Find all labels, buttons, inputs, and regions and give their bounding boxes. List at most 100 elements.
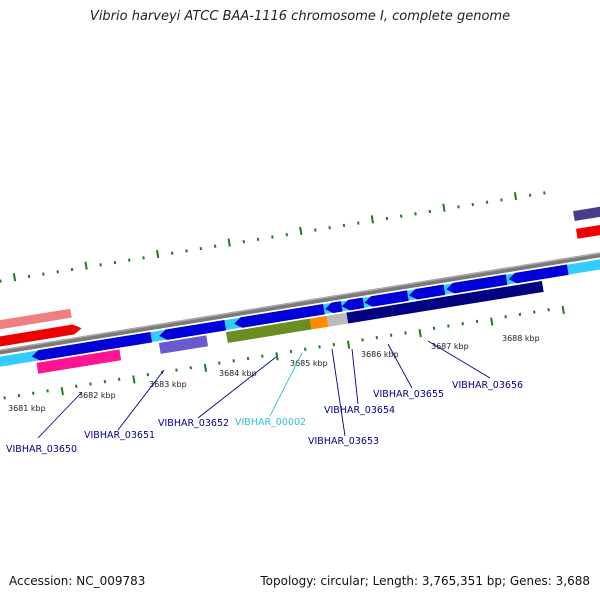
tick-mark bbox=[70, 267, 74, 272]
gene-fragment-salmon-left[interactable] bbox=[0, 308, 72, 331]
gene-arrow-forward[interactable] bbox=[364, 290, 409, 308]
gene-arrow-forward[interactable] bbox=[408, 284, 446, 300]
scale-label: 3684 kbp bbox=[219, 369, 257, 378]
gene-label[interactable]: VIBHAR_03652 bbox=[158, 418, 229, 429]
gene-arrow-forward[interactable] bbox=[159, 319, 227, 340]
tick-mark bbox=[189, 366, 192, 370]
tick-mark bbox=[485, 200, 489, 204]
gene-arrow-forward[interactable] bbox=[31, 331, 152, 361]
gene-arrow-red-left[interactable] bbox=[72, 323, 82, 335]
tick-mark bbox=[261, 354, 264, 358]
tick-mark bbox=[203, 363, 208, 372]
tick-mark bbox=[533, 310, 536, 314]
tick-mark bbox=[175, 368, 178, 372]
tick-mark bbox=[0, 279, 2, 283]
gene-label[interactable]: VIBHAR_03655 bbox=[373, 389, 444, 400]
tick-mark bbox=[314, 228, 317, 232]
tick-mark bbox=[113, 260, 117, 265]
tick-mark bbox=[60, 386, 64, 396]
gene-block-reverse[interactable] bbox=[346, 305, 394, 324]
genome-summary: Topology: circular; Length: 3,765,351 bp… bbox=[260, 574, 590, 588]
gene-arrow-forward[interactable] bbox=[508, 264, 569, 284]
scale-labels: 3681 kbp 3682 kbp 3683 kbp 3684 kbp 3685 kbp… bbox=[8, 334, 540, 413]
outer-tick-track bbox=[0, 191, 546, 283]
tick-mark bbox=[528, 193, 532, 197]
gene-fragment-red-top[interactable] bbox=[575, 219, 600, 239]
tick-mark bbox=[275, 352, 279, 361]
tick-mark bbox=[500, 198, 503, 202]
gene-block-reverse[interactable] bbox=[36, 349, 122, 374]
tick-mark bbox=[132, 375, 136, 384]
accession-label: Accession: NC_009783 bbox=[9, 574, 146, 588]
tick-mark bbox=[561, 305, 565, 315]
tick-mark bbox=[346, 340, 351, 349]
tick-mark bbox=[75, 384, 78, 388]
gene-block-reverse[interactable] bbox=[158, 335, 209, 354]
gene-block-reverse[interactable] bbox=[427, 280, 544, 311]
inner-tick-track bbox=[3, 305, 565, 400]
tick-mark bbox=[490, 317, 494, 326]
gene-label-lines bbox=[37, 340, 491, 439]
tick-mark bbox=[332, 342, 336, 347]
tick-mark bbox=[218, 361, 221, 365]
tick-mark bbox=[471, 202, 475, 207]
gene-block-reverse[interactable] bbox=[391, 299, 430, 317]
tick-mark bbox=[375, 335, 379, 340]
tick-mark bbox=[146, 373, 150, 377]
tick-mark bbox=[46, 389, 49, 393]
tick-mark bbox=[404, 331, 407, 335]
tick-mark bbox=[199, 246, 203, 251]
tick-mark bbox=[389, 333, 393, 337]
tick-mark bbox=[89, 382, 92, 386]
gene-leader-line bbox=[37, 391, 83, 439]
tick-mark bbox=[213, 244, 217, 248]
gene-fragment-red-left[interactable] bbox=[0, 324, 75, 348]
gene-arrow-forward[interactable] bbox=[234, 303, 325, 328]
gene-label[interactable]: VIBHAR_03656 bbox=[452, 380, 523, 391]
tick-mark bbox=[361, 338, 364, 342]
tick-mark bbox=[242, 239, 245, 244]
gene-arrow-forward[interactable] bbox=[446, 274, 508, 294]
gene-label[interactable]: VIBHAR_00002 bbox=[235, 417, 306, 428]
tick-mark bbox=[357, 221, 360, 225]
tick-mark bbox=[156, 249, 160, 259]
gene-arrow-forward[interactable] bbox=[325, 301, 343, 314]
map-title: Vibrio harveyi ATCC BAA-1116 chromosome … bbox=[89, 9, 511, 24]
tick-mark bbox=[342, 223, 346, 228]
gene-block-reverse[interactable] bbox=[226, 318, 312, 343]
tick-mark bbox=[142, 256, 145, 260]
gene-arrow-forward[interactable] bbox=[341, 297, 365, 311]
gene-block-reverse[interactable] bbox=[326, 312, 349, 327]
tick-mark bbox=[428, 209, 432, 214]
scale-label: 3685 kbp bbox=[290, 359, 328, 368]
tick-mark bbox=[3, 396, 6, 400]
tick-mark bbox=[414, 212, 417, 216]
tick-mark bbox=[246, 356, 250, 361]
forward-strand bbox=[0, 245, 600, 371]
tick-mark bbox=[543, 191, 546, 195]
tick-mark bbox=[447, 324, 450, 328]
tick-mark bbox=[475, 319, 479, 324]
tick-mark bbox=[27, 274, 31, 279]
gene-label[interactable]: VIBHAR_03653 bbox=[308, 436, 379, 447]
tick-mark bbox=[432, 326, 436, 330]
gene-leader-line bbox=[427, 340, 491, 379]
tick-mark bbox=[318, 345, 321, 349]
tick-mark bbox=[117, 377, 121, 381]
gene-label[interactable]: VIBHAR_03654 bbox=[324, 405, 395, 416]
tick-mark bbox=[128, 258, 131, 262]
gene-label[interactable]: VIBHAR_03651 bbox=[84, 430, 155, 441]
tick-mark bbox=[12, 273, 17, 282]
tick-mark bbox=[461, 322, 464, 326]
gene-fragment-purple-top[interactable] bbox=[573, 201, 600, 221]
tick-mark bbox=[299, 226, 303, 235]
gene-block-reverse[interactable] bbox=[309, 315, 329, 330]
tick-mark bbox=[547, 308, 550, 312]
tick-mark bbox=[42, 272, 45, 276]
tick-mark bbox=[32, 391, 35, 395]
gene-leader-line bbox=[351, 348, 359, 405]
gene-label[interactable]: VIBHAR_03650 bbox=[6, 444, 77, 455]
tick-mark bbox=[103, 380, 107, 384]
